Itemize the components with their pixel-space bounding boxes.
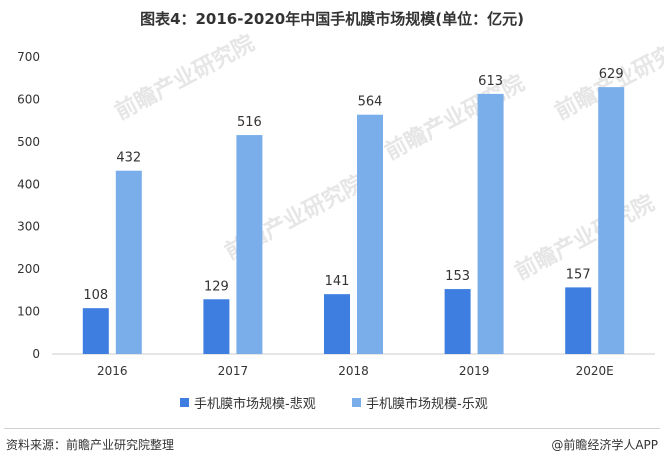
y-tick-label: 500 [17, 135, 40, 149]
legend-label: 手机膜市场规模-乐观 [366, 396, 488, 412]
y-tick-label: 200 [17, 262, 40, 276]
x-tick-label: 2016 [97, 364, 128, 378]
legend: 手机膜市场规模-悲观 手机膜市场规模-乐观 [180, 396, 488, 412]
bar-pessimistic [203, 299, 230, 354]
bar-pessimistic [565, 287, 592, 354]
data-label: 629 [599, 67, 624, 82]
legend-label: 手机膜市场规模-悲观 [194, 396, 316, 412]
bar-optimistic [598, 87, 625, 355]
bar-pessimistic [444, 289, 471, 354]
source-note: 资料来源：前瞻产业研究院整理 [6, 438, 175, 452]
data-label: 108 [83, 288, 108, 303]
chart-title: 图表4：2016-2020年中国手机膜市场规模(单位：亿元) [140, 10, 524, 28]
x-tick-label: 2020E [576, 364, 614, 378]
data-label: 141 [325, 274, 350, 289]
watermark-text: 前瞻产业研究院 [111, 30, 259, 125]
x-axis: 2016 2017 2018 2019 2020E [52, 353, 655, 378]
legend-swatch [352, 398, 361, 407]
watermark-text: 前瞻产业研究院 [381, 70, 529, 165]
y-tick-label: 100 [17, 305, 40, 319]
bar-optimistic [477, 93, 504, 355]
data-label: 516 [237, 115, 262, 130]
bar-optimistic [357, 114, 383, 355]
x-tick-label: 2018 [338, 364, 369, 378]
x-tick-label: 2019 [459, 364, 490, 378]
data-label: 564 [358, 95, 383, 110]
y-tick-label: 600 [17, 92, 40, 106]
y-tick-label: 400 [17, 177, 40, 191]
bar-optimistic [236, 135, 263, 354]
bar-pessimistic [324, 294, 350, 354]
bar-pessimistic [82, 308, 109, 354]
y-axis: 0 100 200 300 400 500 600 700 [17, 50, 40, 361]
legend-swatch [180, 398, 189, 407]
data-label: 153 [445, 269, 470, 284]
data-label: 129 [204, 279, 229, 294]
y-tick-label: 0 [32, 347, 40, 361]
data-label: 157 [566, 267, 591, 282]
x-tick-label: 2017 [218, 364, 249, 378]
data-label: 432 [116, 151, 141, 166]
bar-optimistic [115, 170, 142, 354]
bars: 108 432 129 516 141 564 153 613 157 629 [82, 67, 625, 355]
data-label: 613 [478, 74, 503, 89]
y-tick-label: 300 [17, 220, 40, 234]
brand-credit: @前瞻经济学人APP [551, 438, 658, 452]
y-tick-label: 700 [17, 50, 40, 64]
footer-divider [4, 428, 660, 429]
